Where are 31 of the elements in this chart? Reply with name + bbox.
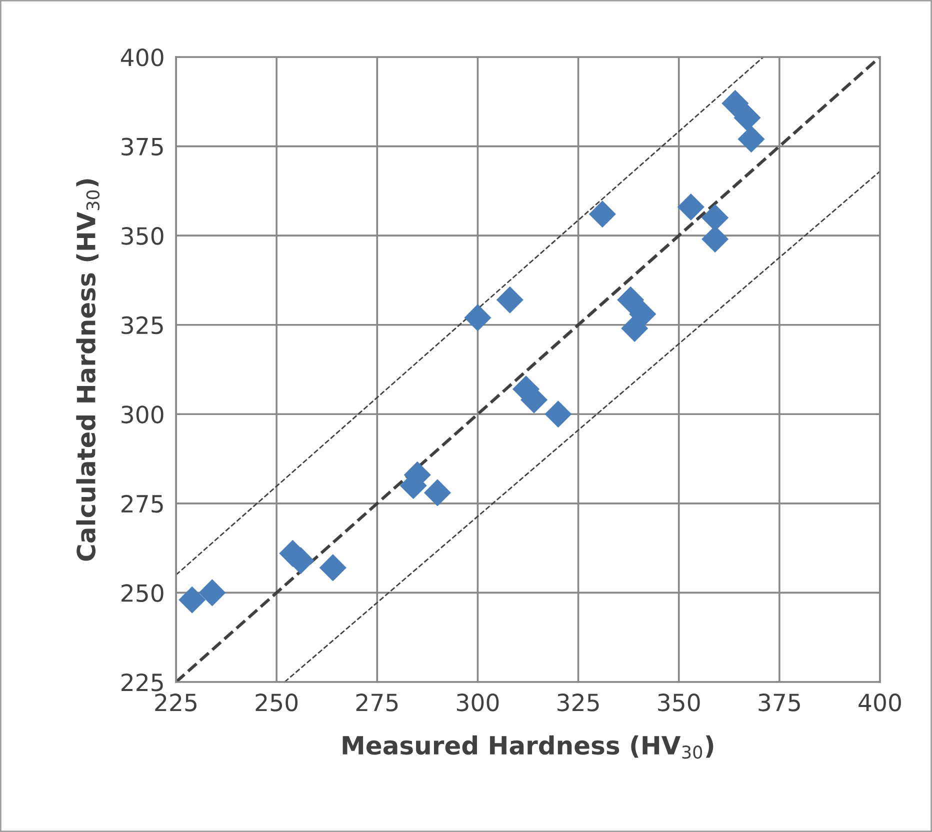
y-tick-label: 325 <box>122 316 163 334</box>
x-tick-label: 350 <box>658 694 700 712</box>
x-tick-label: 250 <box>256 694 298 712</box>
x-tick-label: 225 <box>155 694 196 712</box>
x-tick-label: 325 <box>558 694 599 712</box>
y-tick-label: 225 <box>122 673 163 692</box>
x-tick-label: 275 <box>356 694 398 712</box>
point <box>588 200 616 228</box>
point <box>424 479 452 506</box>
y-axis-title: Calculated Hardness (HV$_{30}$) <box>76 179 100 561</box>
point <box>464 304 492 332</box>
x-tick-label: 300 <box>456 694 499 712</box>
point <box>319 554 346 582</box>
point <box>738 126 765 153</box>
x-tick-label: 400 <box>858 694 901 712</box>
point <box>178 586 206 614</box>
y-tick-label: 400 <box>120 48 164 66</box>
y-tick-label: 375 <box>122 138 163 156</box>
point <box>677 193 704 221</box>
y-tick-label: 350 <box>122 227 164 245</box>
point <box>734 104 761 132</box>
point <box>617 286 644 314</box>
y-tick-label: 300 <box>122 406 164 424</box>
x-axis-title: Measured Hardness (HV$_{30}$) <box>342 735 714 759</box>
x-tick-label: 375 <box>758 694 800 712</box>
y-tick-label: 275 <box>122 494 163 513</box>
y-tick-label: 250 <box>122 584 164 602</box>
point <box>544 400 572 428</box>
point <box>722 90 749 117</box>
point <box>198 579 226 606</box>
point <box>496 286 524 314</box>
